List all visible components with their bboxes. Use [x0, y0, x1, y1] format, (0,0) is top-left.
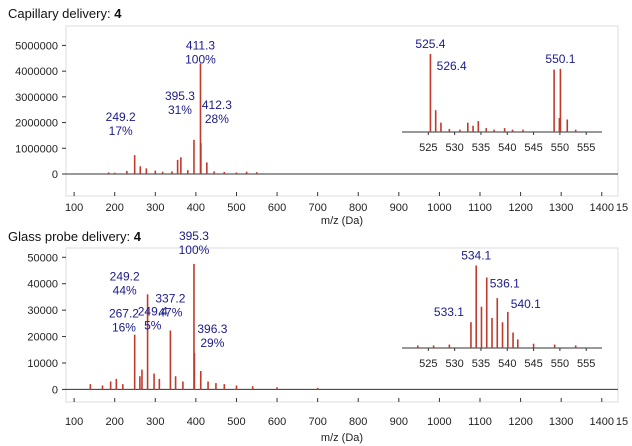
peak-label-mz: 411.3 [186, 38, 215, 52]
panel-title-text: Capillary delivery: [8, 6, 115, 21]
inset-peak-label: 536.1 [490, 276, 520, 290]
peak-label-mz: 249.2 [106, 110, 136, 124]
peak-label-percent: 100% [185, 52, 216, 66]
peak-label-mz: 249.4 [138, 304, 168, 318]
peak-label-percent: 44% [113, 284, 137, 298]
inset-x-tick-label: 550 [551, 142, 569, 154]
x-tick-label: 15 [616, 202, 628, 214]
x-tick-label: 500 [227, 416, 245, 428]
x-tick-label: 800 [349, 202, 367, 214]
x-tick-label: 1000 [427, 202, 451, 214]
y-tick-label: 20000 [27, 332, 58, 344]
inset-peak-label: 550.1 [545, 52, 575, 66]
x-tick-label: 400 [187, 416, 205, 428]
y-tick-label: 2000000 [15, 118, 58, 130]
y-tick-label: 50000 [27, 252, 58, 264]
peak-label-percent: 28% [205, 112, 229, 126]
x-tick-label: 1100 [468, 202, 492, 214]
x-tick-label: 1200 [508, 202, 532, 214]
peak-label-percent: 47% [158, 305, 182, 319]
x-tick-label: 200 [106, 202, 124, 214]
peak-label-mz: 395.3 [179, 229, 209, 243]
plot-frame [65, 25, 619, 197]
peak-label-percent: 17% [109, 124, 133, 138]
y-tick-label: 5000000 [15, 40, 58, 52]
y-tick-label: 1000000 [15, 143, 58, 155]
inset-x-tick-label: 545 [524, 142, 542, 154]
x-tick-label: 1400 [590, 202, 614, 214]
panel-title-compound: 4 [133, 229, 141, 244]
x-tick-label: 100 [65, 416, 83, 428]
inset-x-tick-label: 540 [498, 358, 516, 370]
panel-title-compound: 4 [114, 6, 122, 21]
inset-x-tick-label: 555 [577, 358, 595, 370]
peak-label-mz: 395.3 [165, 89, 195, 103]
x-tick-label: 900 [390, 416, 408, 428]
x-tick-label: 300 [146, 202, 164, 214]
y-tick-label: 0 [52, 384, 58, 396]
peak-label-percent: 29% [200, 336, 224, 350]
peak-label-mz: 412.3 [202, 98, 232, 112]
inset-x-tick-label: 540 [498, 142, 516, 154]
x-tick-label: 500 [227, 202, 245, 214]
panel-title-text: Glass probe delivery: [8, 229, 134, 244]
x-tick-label: 600 [268, 202, 286, 214]
x-axis-label: m/z (Da) [321, 215, 363, 227]
x-tick-label: 700 [308, 416, 326, 428]
x-tick-label: 400 [187, 202, 205, 214]
peak-label-percent: 16% [112, 321, 136, 335]
x-tick-label: 15 [616, 416, 628, 428]
inset-x-tick-label: 535 [472, 358, 490, 370]
plot-frame [65, 247, 619, 403]
inset-peak-label: 525.4 [415, 37, 445, 51]
peak-label-percent: 5% [144, 318, 162, 332]
peak-label-percent: 100% [179, 243, 210, 257]
inset-x-tick-label: 530 [445, 142, 463, 154]
x-tick-label: 1300 [549, 202, 573, 214]
inset-peak-label: 534.1 [461, 248, 491, 262]
inset-x-tick-label: 550 [551, 358, 569, 370]
x-tick-label: 800 [349, 416, 367, 428]
y-tick-label: 30000 [27, 305, 58, 317]
y-tick-label: 3000000 [15, 92, 58, 104]
panel-title-glass-probe: Glass probe delivery: 4 [8, 229, 141, 244]
y-tick-label: 4000000 [15, 66, 58, 78]
inset-x-tick-label: 545 [524, 358, 542, 370]
inset-peak-label: 526.4 [437, 59, 467, 73]
x-tick-label: 1000 [427, 416, 451, 428]
inset-x-tick-label: 535 [472, 142, 490, 154]
panel-title-capillary: Capillary delivery: 4 [8, 6, 121, 21]
x-axis-label: m/z (Da) [321, 432, 363, 444]
y-tick-label: 10000 [27, 358, 58, 370]
inset-x-tick-label: 525 [419, 358, 437, 370]
inset-x-tick-label: 530 [445, 358, 463, 370]
inset-x-tick-label: 555 [577, 142, 595, 154]
inset-peak-label: 540.1 [511, 297, 541, 311]
peak-label-mz: 396.3 [197, 322, 227, 336]
x-tick-label: 700 [308, 202, 326, 214]
inset-x-tick-label: 525 [419, 142, 437, 154]
peak-label-mz: 267.2 [109, 307, 139, 321]
peak-label-mz: 249.2 [110, 270, 140, 284]
y-tick-label: 0 [52, 169, 58, 181]
x-tick-label: 1400 [590, 416, 614, 428]
x-tick-label: 100 [65, 202, 83, 214]
x-tick-label: 600 [268, 416, 286, 428]
x-tick-label: 1100 [468, 416, 492, 428]
peak-label-percent: 31% [168, 103, 192, 117]
x-tick-label: 300 [146, 416, 164, 428]
x-tick-label: 900 [390, 202, 408, 214]
x-tick-label: 200 [106, 416, 124, 428]
x-tick-label: 1200 [508, 416, 532, 428]
x-tick-label: 1300 [549, 416, 573, 428]
inset-peak-label: 533.1 [434, 305, 464, 319]
y-tick-label: 40000 [27, 279, 58, 291]
peak-label-mz: 337.2 [155, 291, 185, 305]
